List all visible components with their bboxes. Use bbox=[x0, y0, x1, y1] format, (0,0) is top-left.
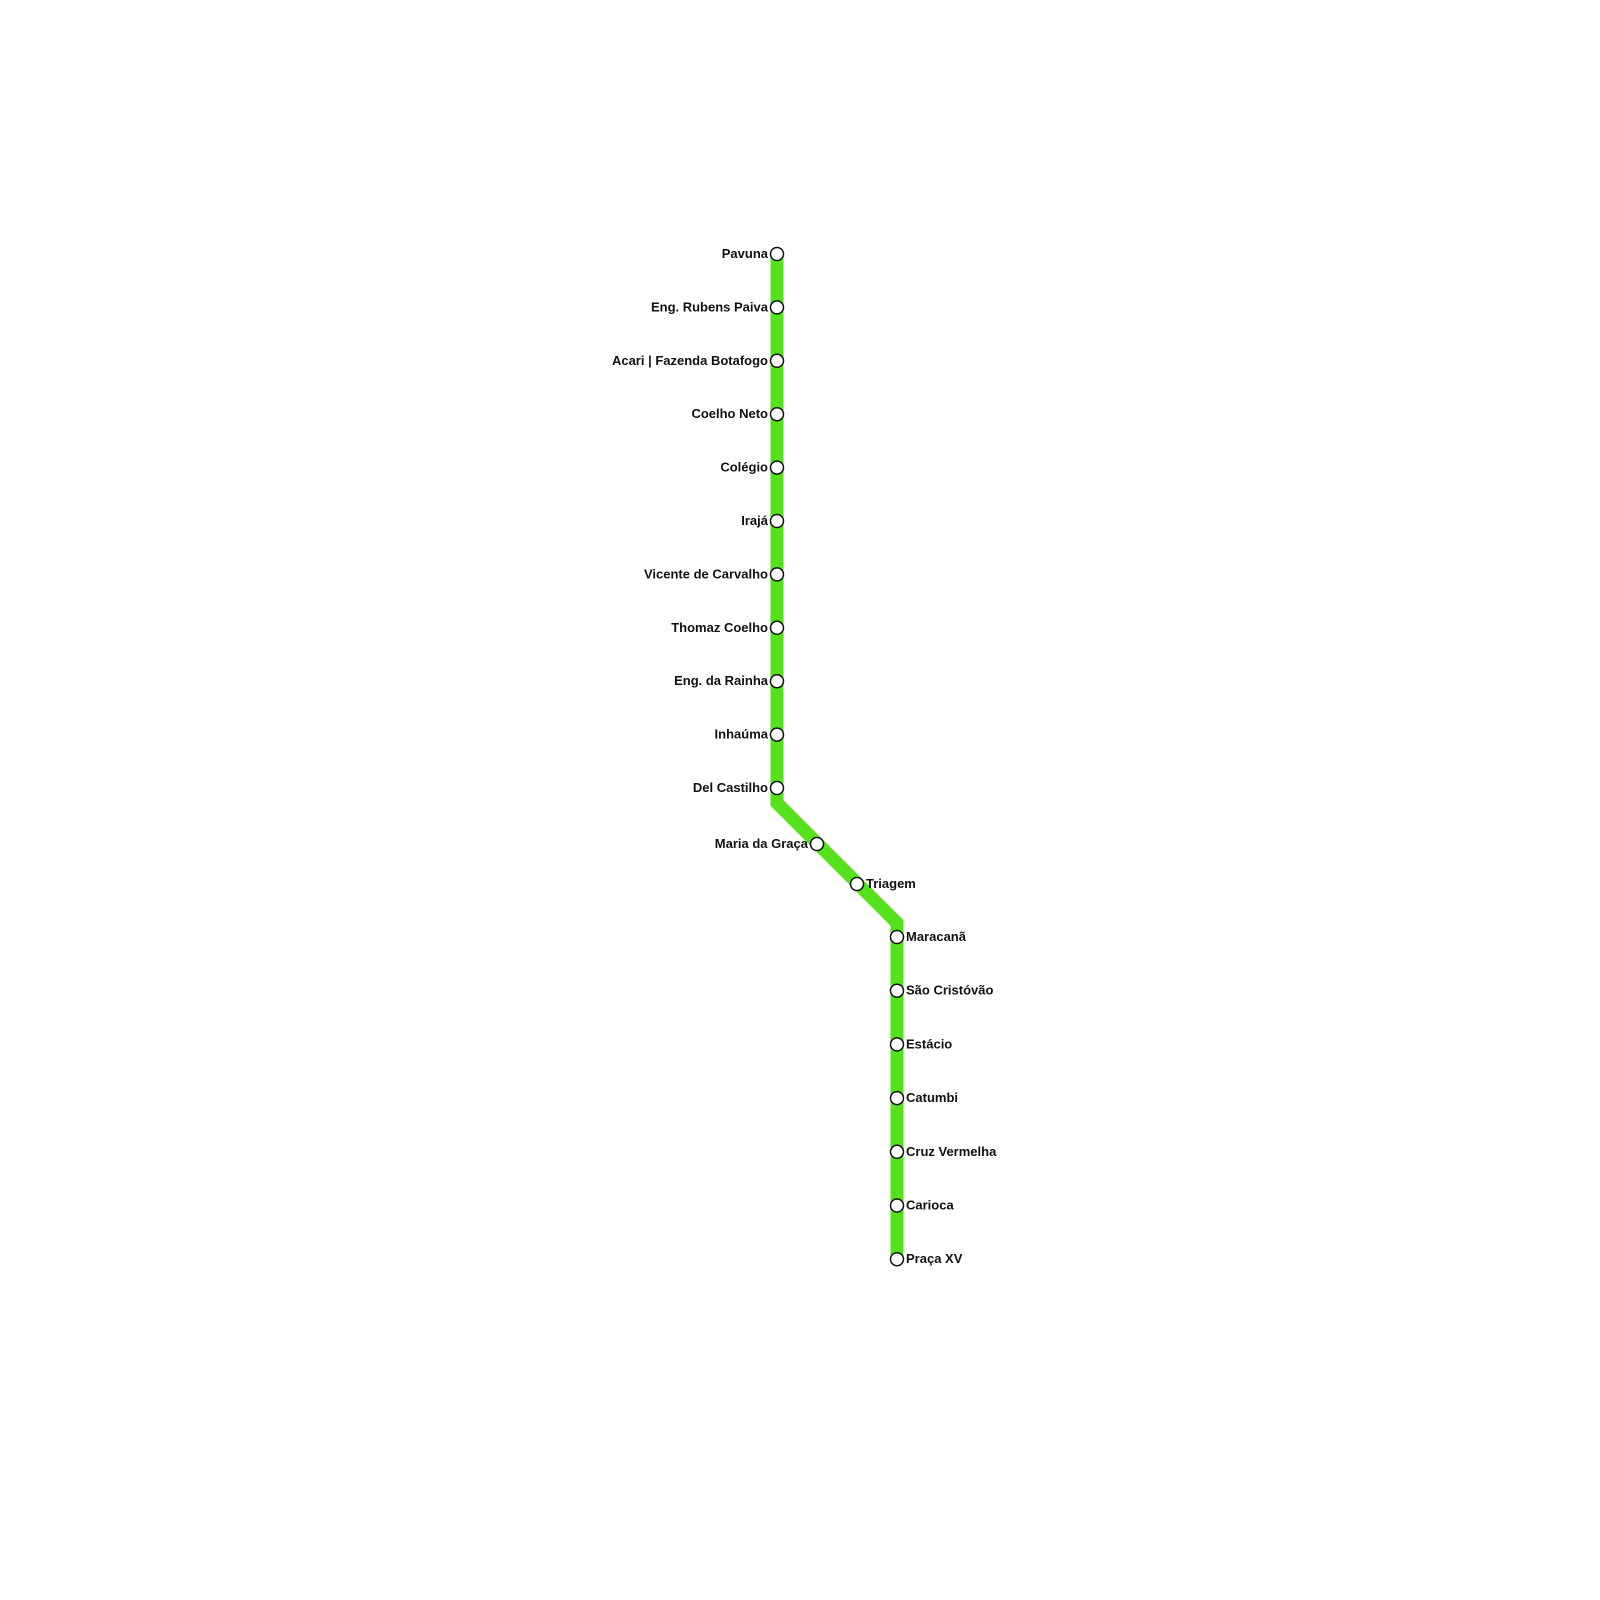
station-marker[interactable] bbox=[769, 513, 785, 529]
station-label: Vicente de Carvalho bbox=[644, 566, 768, 581]
station[interactable]: São Cristóvão bbox=[889, 983, 994, 998]
station-marker[interactable] bbox=[889, 1144, 905, 1160]
station-marker[interactable] bbox=[889, 983, 905, 998]
station-marker[interactable] bbox=[809, 836, 825, 852]
station-label: Del Castilho bbox=[693, 780, 768, 795]
station[interactable]: Vicente de Carvalho bbox=[644, 566, 785, 582]
station[interactable]: Praça XV bbox=[889, 1251, 963, 1267]
station-marker[interactable] bbox=[769, 780, 785, 796]
station-label: Catumbi bbox=[906, 1090, 958, 1105]
station[interactable]: Estácio bbox=[889, 1036, 953, 1052]
station-label: Maria da Graça bbox=[715, 836, 809, 851]
station[interactable]: Maracanã bbox=[889, 929, 967, 945]
station[interactable]: Maria da Graça bbox=[715, 836, 825, 852]
station-marker[interactable] bbox=[769, 300, 785, 315]
station[interactable]: Eng. da Rainha bbox=[674, 673, 785, 689]
station-label: Triagem bbox=[866, 876, 916, 891]
station-label: Carioca bbox=[906, 1198, 954, 1213]
station-label: São Cristóvão bbox=[906, 983, 993, 998]
station[interactable]: Triagem bbox=[849, 876, 916, 892]
station-label: Estácio bbox=[906, 1036, 952, 1051]
line-route bbox=[770, 254, 904, 1260]
station[interactable]: Del Castilho bbox=[693, 780, 785, 796]
station-marker[interactable] bbox=[769, 567, 785, 582]
station[interactable]: Colégio bbox=[720, 460, 785, 475]
station-marker[interactable] bbox=[889, 1198, 905, 1213]
station-label: Coelho Neto bbox=[691, 406, 768, 421]
station[interactable]: Pavuna bbox=[722, 246, 785, 262]
station[interactable]: Inhaúma bbox=[715, 727, 785, 742]
station[interactable]: Catumbi bbox=[889, 1090, 959, 1106]
station-label: Cruz Vermelha bbox=[906, 1144, 997, 1159]
station-marker[interactable] bbox=[889, 1037, 905, 1052]
station-label: Thomaz Coelho bbox=[671, 620, 768, 635]
station-label: Praça XV bbox=[906, 1251, 963, 1266]
station-label: Eng. da Rainha bbox=[674, 673, 769, 688]
station-marker[interactable] bbox=[849, 876, 865, 892]
station-label: Eng. Rubens Paiva bbox=[651, 299, 769, 314]
station[interactable]: Eng. Rubens Paiva bbox=[651, 299, 785, 315]
station-label: Irajá bbox=[741, 513, 769, 528]
station[interactable]: Cruz Vermelha bbox=[889, 1144, 998, 1160]
station-marker[interactable] bbox=[769, 620, 785, 636]
station-label: Acari | Fazenda Botafogo bbox=[612, 353, 768, 368]
station-marker[interactable] bbox=[769, 246, 785, 262]
station-marker[interactable] bbox=[769, 460, 785, 475]
station-label: Maracanã bbox=[906, 929, 967, 944]
station-marker[interactable] bbox=[889, 929, 905, 945]
station[interactable]: Irajá bbox=[741, 513, 785, 529]
station-marker[interactable] bbox=[889, 1090, 905, 1106]
station-label: Inhaúma bbox=[715, 727, 769, 742]
station[interactable]: Acari | Fazenda Botafogo bbox=[612, 353, 785, 369]
station-marker[interactable] bbox=[769, 727, 785, 742]
station-marker[interactable] bbox=[889, 1251, 905, 1267]
station-marker[interactable] bbox=[769, 673, 785, 689]
station-marker[interactable] bbox=[769, 406, 785, 422]
station[interactable]: Thomaz Coelho bbox=[671, 620, 785, 636]
station-label: Colégio bbox=[720, 460, 768, 475]
station-label: Pavuna bbox=[722, 246, 769, 261]
station[interactable]: Carioca bbox=[889, 1198, 955, 1213]
station[interactable]: Coelho Neto bbox=[691, 406, 785, 422]
station-marker[interactable] bbox=[769, 353, 785, 369]
stations: Pavuna Eng. Rubens Paiva Acari | Fazenda B… bbox=[612, 246, 998, 1267]
